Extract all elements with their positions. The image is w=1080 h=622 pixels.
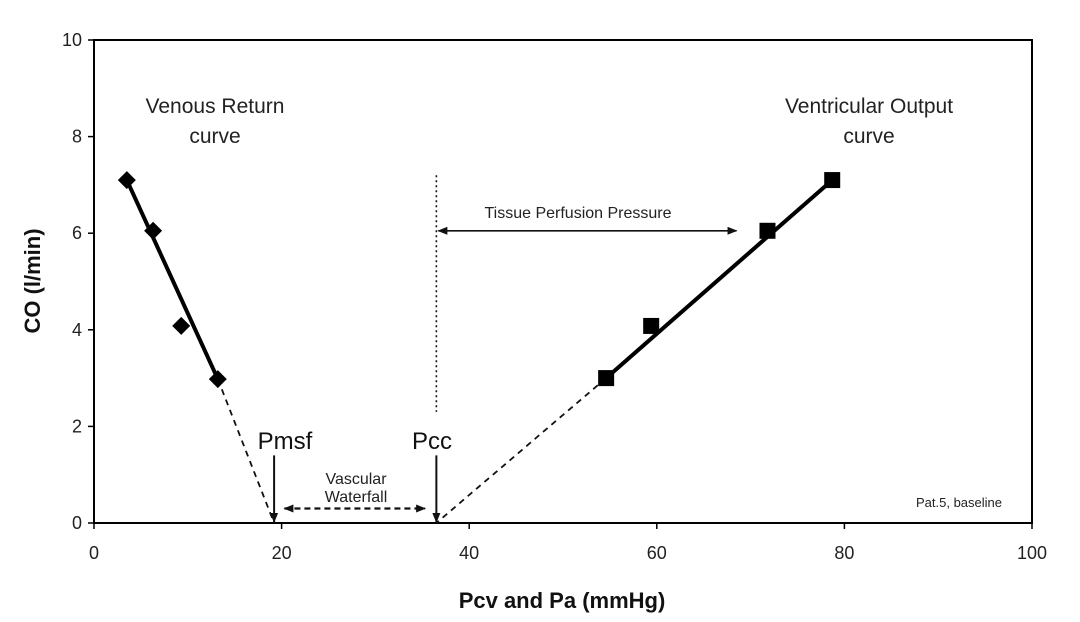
x-tick-label: 80 (834, 543, 854, 563)
y-axis-title: CO (l/min) (20, 228, 45, 333)
venous-return-extrapolation (216, 378, 275, 524)
pmsf-label: Pmsf (258, 428, 313, 455)
vascular-waterfall-label-line2: Waterfall (325, 489, 388, 506)
venous-return-point (117, 171, 136, 190)
ventricular-output-label-line2: curve (843, 125, 894, 148)
y-tick-label: 4 (72, 320, 82, 340)
y-tick-label: 6 (72, 223, 82, 243)
x-axis-title: Pcv and Pa (mmHg) (459, 588, 666, 613)
y-tick-label: 8 (72, 127, 82, 147)
ventricular-output-point (759, 222, 776, 239)
venous-return-point (172, 316, 191, 335)
ventricular-output-extrapolation (435, 377, 607, 524)
plot-layer (117, 171, 841, 524)
x-tick-label: 40 (459, 543, 479, 563)
pcc-label: Pcc (412, 428, 452, 455)
ventricular-output-point (598, 370, 615, 387)
x-tick-label: 20 (272, 543, 292, 563)
y-tick-label: 0 (72, 513, 82, 533)
ventricular-output-point (824, 172, 841, 189)
x-axis-ticks: 0 20 40 60 80 100 (89, 523, 1047, 563)
x-tick-label: 100 (1017, 543, 1047, 563)
venous-return-label-line1: Venous Return (146, 95, 285, 118)
plot-area (93, 39, 1033, 524)
y-axis-ticks: 0 2 4 6 8 10 (62, 30, 94, 533)
y-tick-label: 10 (62, 30, 82, 50)
x-tick-label: 60 (647, 543, 667, 563)
ventricular-output-label-line1: Ventricular Output (785, 95, 953, 118)
ventricular-output-line (604, 178, 834, 380)
venous-return-point (208, 370, 227, 389)
vascular-waterfall-label-line1: Vascular (325, 471, 387, 488)
x-tick-label: 0 (89, 543, 99, 563)
ventricular-output-point (643, 317, 660, 334)
venous-return-line (125, 179, 220, 380)
y-tick-label: 2 (72, 416, 82, 436)
tissue-perfusion-label: Tissue Perfusion Pressure (484, 205, 671, 222)
venous-return-label-line2: curve (189, 125, 240, 148)
venous-return-point (144, 221, 163, 240)
patient-label: Pat.5, baseline (916, 495, 1002, 510)
